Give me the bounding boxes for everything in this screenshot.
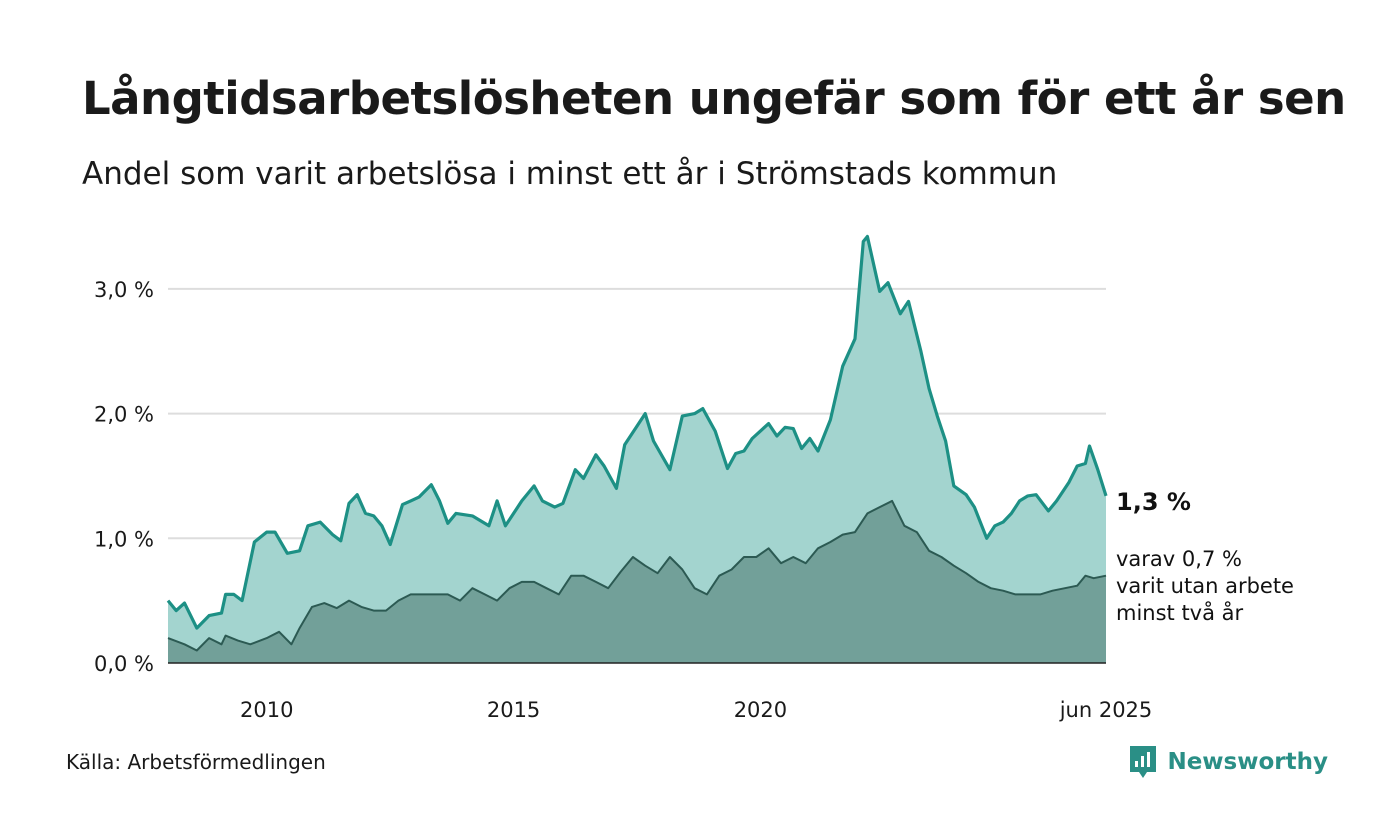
source-note: Källa: Arbetsförmedlingen: [66, 750, 326, 774]
sub-series-label-line1: varav 0,7 %: [1116, 547, 1242, 571]
sub-series-label-line2: varit utan arbete: [1116, 574, 1294, 598]
x-tick-label: 2015: [487, 698, 540, 722]
chart-subtitle: Andel som varit arbetslösa i minst ett å…: [82, 156, 1058, 192]
sub-line: [167, 499, 1107, 652]
y-tick-label: 2,0 %: [94, 403, 154, 427]
newsworthy-logo-icon: [1130, 746, 1157, 778]
y-tick-label: 0,0 %: [94, 652, 154, 676]
x-tick-label: 2020: [734, 698, 787, 722]
x-tick-label: jun 2025: [1059, 698, 1153, 722]
y-axis-labels: 0,0 % 1,0 % 2,0 % 3,0 %: [94, 278, 154, 676]
brand-logo[interactable]: Newsworthy: [1128, 744, 1328, 780]
end-value-label: 1,3 %: [1116, 488, 1191, 516]
chart-title: Långtidsarbetslösheten ungefär som för e…: [82, 72, 1346, 125]
area-layers: [166, 234, 1108, 664]
sub-series-label-line3: minst två år: [1116, 600, 1244, 625]
y-tick-label: 3,0 %: [94, 278, 154, 302]
x-axis-labels: 2010 2015 2020 jun 2025: [240, 698, 1152, 722]
brand-name: Newsworthy: [1167, 749, 1328, 775]
main-line: [166, 234, 1108, 630]
sub-area: [168, 500, 1106, 663]
y-tick-label: 1,0 %: [94, 527, 154, 551]
x-tick-label: 2010: [240, 698, 293, 722]
